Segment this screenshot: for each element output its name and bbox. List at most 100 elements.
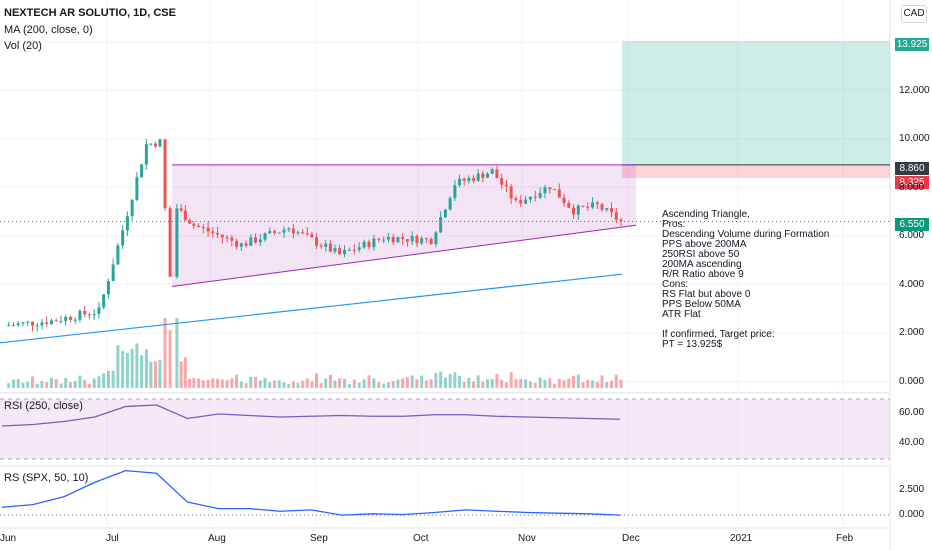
- target-price-tag: 13.925: [895, 38, 929, 51]
- volume-bar: [16, 379, 20, 388]
- volume-bar: [439, 371, 443, 388]
- candle: [87, 314, 91, 316]
- candle: [188, 220, 192, 224]
- candle: [64, 316, 68, 322]
- volume-bar: [567, 378, 571, 388]
- rsi-line: [1, 404, 621, 427]
- candle: [562, 197, 566, 204]
- volume-bar: [338, 378, 342, 388]
- candle: [557, 189, 561, 198]
- rs-pane-label: RS (SPX, 50, 10): [4, 472, 89, 484]
- candle: [179, 208, 183, 211]
- volume-bar: [201, 380, 205, 388]
- rsi-pane-label: RSI (250, close): [4, 400, 83, 412]
- candle: [586, 206, 590, 208]
- volume-bar: [386, 382, 390, 388]
- volume-bar: [424, 380, 428, 388]
- volume-bar: [490, 378, 494, 388]
- volume-bar: [495, 373, 499, 388]
- volume-bar: [362, 379, 366, 388]
- volume-bar: [377, 382, 381, 388]
- x-tick-label: Nov: [518, 533, 536, 544]
- candle: [206, 227, 210, 232]
- volume-bar: [619, 379, 623, 388]
- candle: [595, 202, 599, 205]
- candle: [268, 231, 272, 234]
- candle: [509, 186, 513, 199]
- x-tick-label: Aug: [208, 533, 226, 544]
- candle: [424, 238, 428, 240]
- volume-bar: [59, 383, 63, 388]
- volume-bar: [268, 382, 272, 388]
- volume-bar: [467, 377, 471, 388]
- currency-button[interactable]: CAD: [901, 5, 927, 23]
- y-tick-label: 0.000: [899, 376, 925, 387]
- volume-bar: [595, 381, 599, 388]
- volume-bar: [600, 375, 604, 388]
- candle: [528, 196, 532, 200]
- candle: [467, 177, 471, 181]
- candle: [16, 323, 20, 326]
- volume-bar: [509, 371, 513, 388]
- volume-bar: [116, 345, 120, 388]
- volume-bar: [481, 381, 485, 388]
- volume-bar: [305, 378, 309, 388]
- volume-bar: [543, 380, 547, 388]
- volume-bar: [476, 375, 480, 388]
- volume-bar: [434, 373, 438, 388]
- candle: [144, 144, 148, 165]
- volume-bar: [524, 379, 528, 388]
- candle: [287, 228, 291, 230]
- candle: [54, 320, 58, 322]
- candle: [140, 164, 144, 178]
- candle: [153, 143, 157, 147]
- candle: [553, 189, 557, 191]
- volume-bar: [140, 355, 144, 388]
- volume-bar: [472, 381, 476, 388]
- candle: [543, 187, 547, 194]
- volume-bar: [64, 378, 68, 388]
- candle: [396, 237, 400, 243]
- volume-bar: [405, 377, 409, 388]
- y-tick-label: 2.000: [899, 327, 925, 338]
- candle: [158, 139, 162, 147]
- volume-bar: [533, 382, 537, 388]
- candle: [533, 196, 537, 198]
- candle: [59, 321, 63, 323]
- candle: [282, 229, 286, 233]
- candle: [296, 232, 300, 234]
- volume-bar: [30, 376, 34, 388]
- y-tick-label: 4.000: [899, 279, 925, 290]
- volume-bar: [357, 382, 361, 388]
- candle: [548, 187, 552, 190]
- volume-bar: [149, 361, 153, 388]
- volume-bar: [310, 381, 314, 388]
- volume-bar: [328, 374, 332, 388]
- volume-bar: [282, 382, 286, 388]
- candle: [83, 310, 87, 315]
- y-tick-label: 6.000: [899, 230, 925, 241]
- candle: [26, 321, 30, 323]
- volume-bar: [168, 330, 172, 388]
- candle: [519, 199, 523, 204]
- candle: [30, 321, 34, 326]
- candle: [97, 307, 101, 314]
- volume-bar: [429, 379, 433, 388]
- candle: [367, 241, 371, 248]
- volume-bar: [396, 379, 400, 388]
- y-tick-label: 8.000: [899, 182, 925, 193]
- volume-bar: [211, 378, 215, 388]
- y-tick-label: 10.000: [899, 133, 930, 144]
- candle: [273, 231, 277, 233]
- candle: [258, 239, 262, 243]
- candle: [254, 237, 258, 243]
- volume-bar: [125, 352, 129, 388]
- x-tick-label: Feb: [836, 533, 854, 544]
- candle: [605, 208, 609, 210]
- candle: [249, 237, 253, 246]
- loss-zone: [622, 164, 890, 179]
- candle: [201, 226, 205, 228]
- candle: [301, 232, 305, 234]
- candle: [495, 169, 499, 179]
